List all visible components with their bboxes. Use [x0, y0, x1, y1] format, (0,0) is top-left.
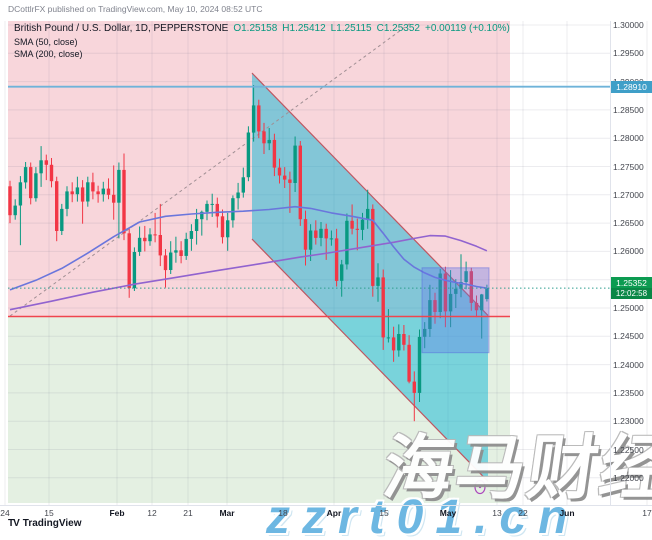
- time-tick-label: 21: [183, 508, 193, 518]
- price-axis-separator: [610, 21, 611, 505]
- price-tick-label: 1.22000: [613, 472, 644, 483]
- ohlc-change: +0.00119 (+0.10%): [425, 23, 510, 34]
- time-axis-separator: [0, 505, 652, 506]
- ohlc-close: C1.25352: [376, 23, 420, 34]
- sma50-line: [9, 205, 488, 291]
- legend-sma200-row[interactable]: SMA (200, close): [14, 49, 83, 59]
- time-tick-label: May: [439, 508, 457, 518]
- channel-borders: [251, 72, 489, 482]
- price-tick-label: 1.26000: [613, 246, 644, 257]
- price-tick-label: 1.23500: [613, 387, 644, 398]
- time-tick-label: 17: [642, 508, 652, 518]
- price-tick-label: 1.29500: [613, 48, 644, 59]
- time-tick-label: Feb: [109, 508, 125, 518]
- descending-channel: [252, 73, 488, 482]
- ohlc-open: O1.25158: [233, 23, 278, 34]
- time-tick-label: Mar: [219, 508, 235, 518]
- hline-price-tag: 1.28910: [611, 80, 652, 93]
- price-tick-label: 1.23000: [613, 416, 644, 427]
- time-tick-label: 15: [379, 508, 389, 518]
- tradingview-brand-text: TradingView: [22, 518, 82, 529]
- dashed-trendline: [9, 21, 413, 317]
- time-tick-label: 12: [147, 508, 157, 518]
- tradingview-logo-icon: TV: [8, 518, 20, 529]
- ohlc-low: L1.25115: [330, 23, 372, 34]
- sma200-line: [9, 234, 488, 311]
- publish-info-text: DCottlrFX published on TradingView.com, …: [8, 4, 263, 14]
- price-tick-label: 1.24500: [613, 331, 644, 342]
- legend-sma50-row[interactable]: SMA (50, close): [14, 37, 78, 47]
- time-tick-label: 22: [518, 508, 528, 518]
- price-tick-label: 1.24000: [613, 359, 644, 370]
- watermark-url-text: zzrt01.cn: [266, 491, 580, 540]
- price-tick-label: 1.27000: [613, 189, 644, 200]
- price-tick-label: 1.22500: [613, 444, 644, 455]
- price-tick-label: 1.26500: [613, 218, 644, 229]
- price-tick-label: 1.27500: [613, 161, 644, 172]
- ohlc-high: H1.25412: [282, 23, 326, 34]
- symbol-title: British Pound / U.S. Dollar, 1D, PEPPERS…: [14, 23, 229, 34]
- time-tick-label: Apr: [326, 508, 342, 518]
- last-price-tag: 1.25352: [611, 277, 652, 290]
- legend-symbol-row[interactable]: British Pound / U.S. Dollar, 1D, PEPPERS…: [14, 23, 510, 34]
- candles-layer[interactable]: [8, 85, 489, 422]
- time-tick-label: 13: [492, 508, 502, 518]
- highlight-rect: [421, 267, 490, 354]
- price-tick-label: 1.28000: [613, 133, 644, 144]
- time-tick-label: 18: [278, 508, 288, 518]
- time-tick-label: Jun: [559, 508, 575, 518]
- emoji-marker: [474, 479, 486, 495]
- bar-countdown-tag: 12:02:58: [611, 288, 652, 300]
- price-tick-label: 1.28500: [613, 104, 644, 115]
- tradingview-logo-link[interactable]: TV TradingView: [8, 518, 82, 529]
- price-tick-label: 1.30000: [613, 20, 644, 30]
- time-tick-label: 24: [0, 508, 10, 518]
- price-tick-label: 1.25000: [613, 303, 644, 313]
- time-tick-label: 15: [44, 508, 54, 518]
